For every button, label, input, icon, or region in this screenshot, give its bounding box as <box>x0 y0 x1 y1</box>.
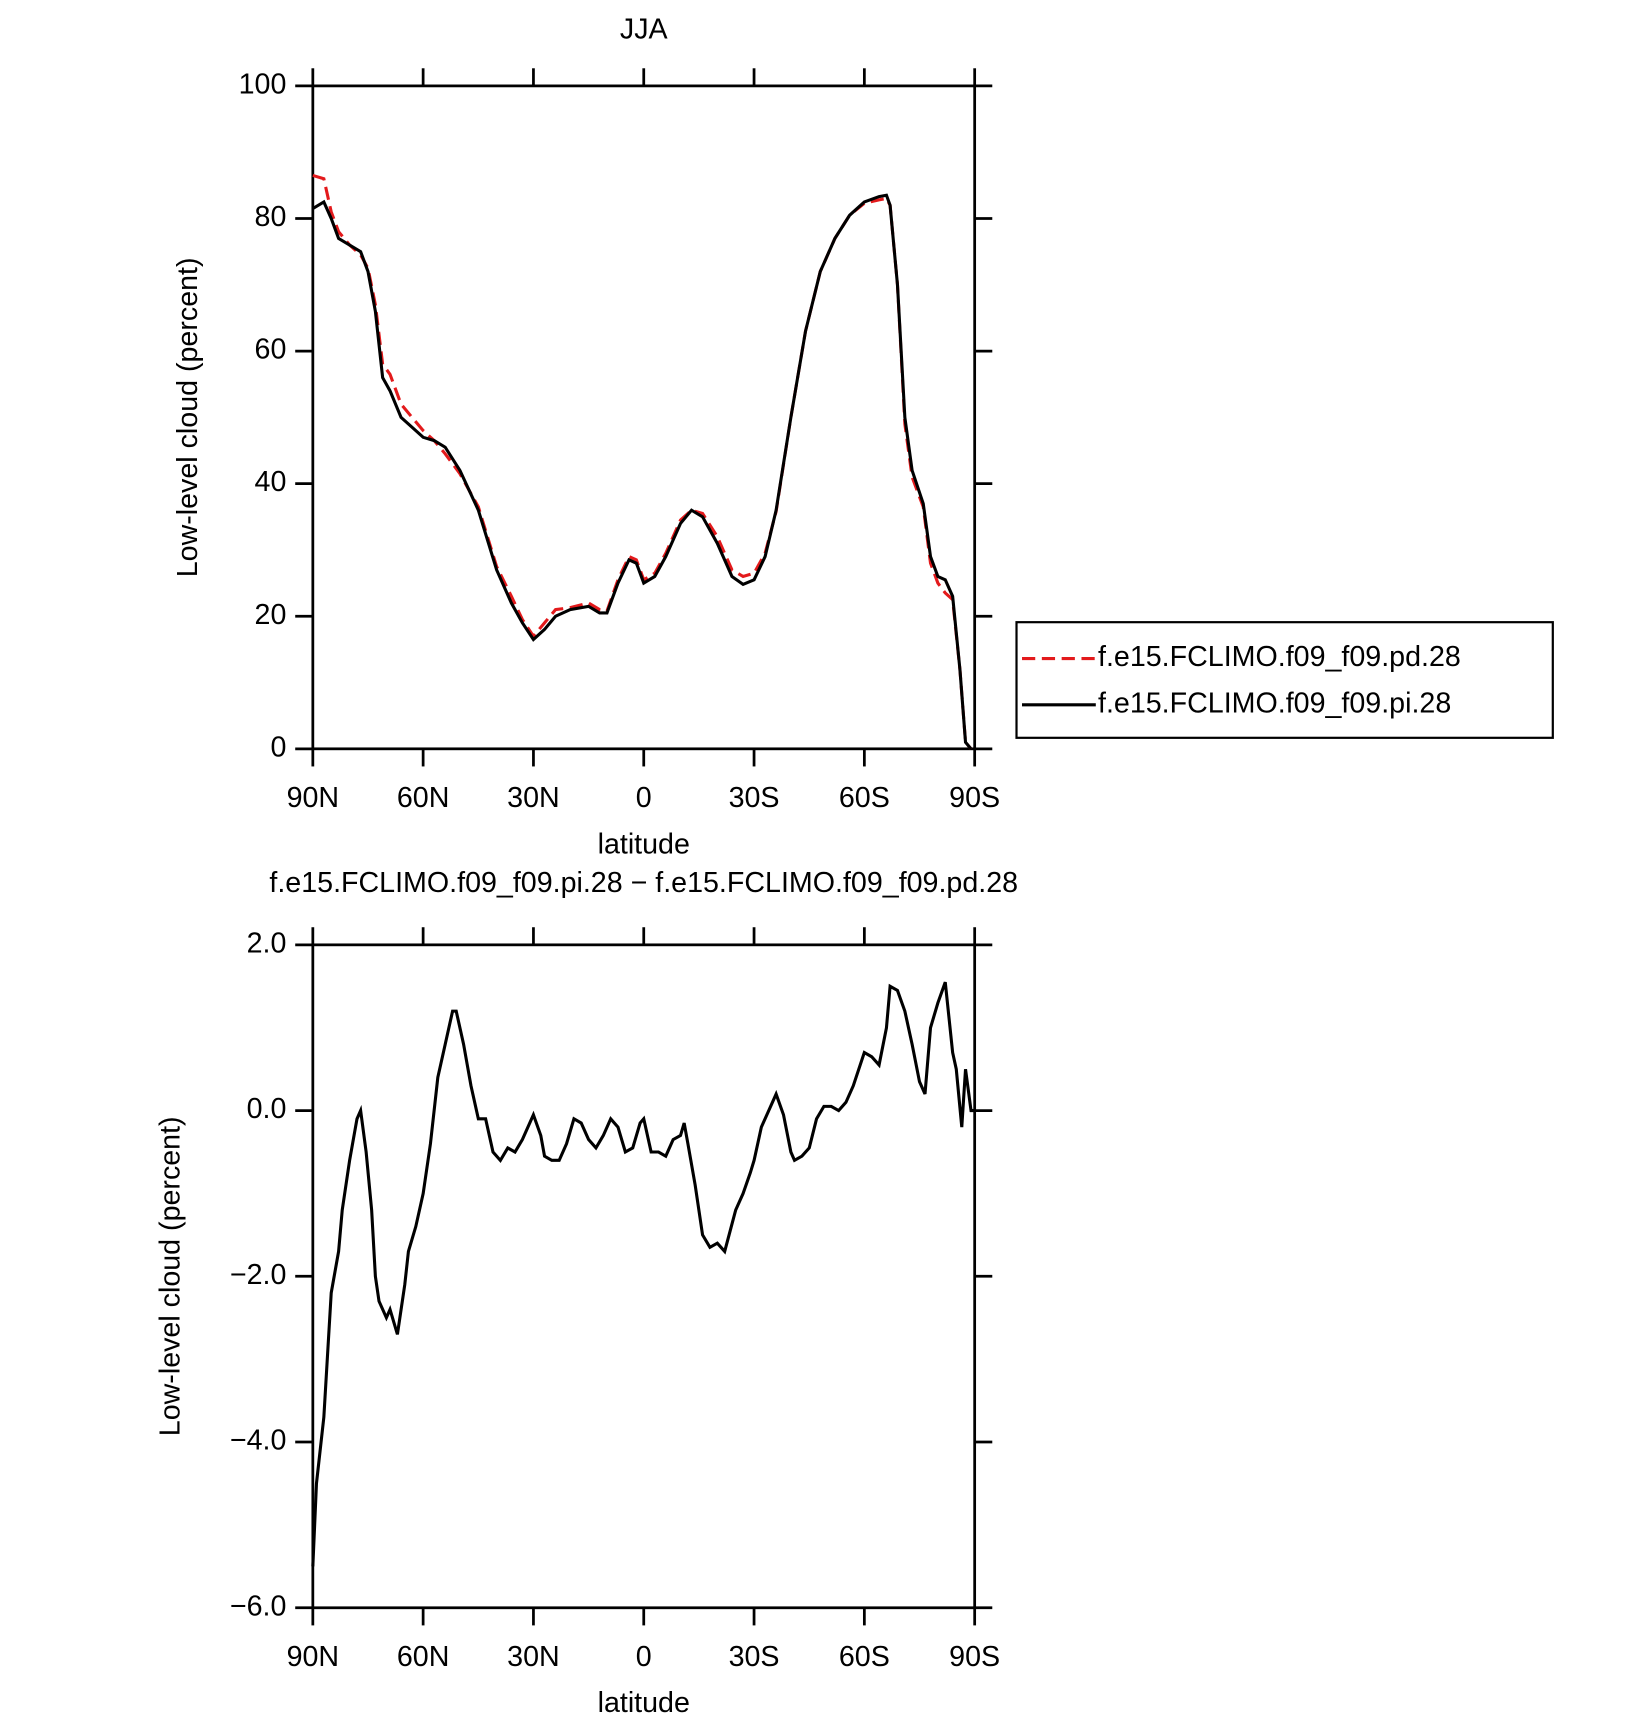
y-axis-label: Low-level cloud (percent) <box>154 1116 186 1436</box>
legend-box <box>1015 621 1554 739</box>
y-tick-label: 60 <box>255 334 287 366</box>
y-tick-label: 80 <box>255 201 287 233</box>
y-tick-label: −2.0 <box>230 1259 287 1291</box>
x-tick-label: 90S <box>949 1641 1000 1673</box>
x-tick-label: 0 <box>636 782 652 814</box>
series-line <box>311 981 975 1567</box>
x-tick-label: 60N <box>397 782 450 814</box>
y-tick-label: 2.0 <box>247 927 287 959</box>
x-tick-label: 30S <box>729 782 780 814</box>
y-tick-label: 100 <box>239 68 287 100</box>
y-tick-label: −4.0 <box>230 1425 287 1457</box>
y-tick-label: 40 <box>255 466 287 498</box>
x-tick-label: 30S <box>729 1641 780 1673</box>
x-tick-label: 0 <box>636 1641 652 1673</box>
chart-title: f.e15.FCLIMO.f09_f09.pi.28 − f.e15.FCLIM… <box>269 867 1018 899</box>
y-tick-label: 20 <box>255 599 287 631</box>
series-line <box>312 193 973 750</box>
y-tick-label: 0 <box>270 731 286 763</box>
y-tick-label: 0.0 <box>247 1093 287 1125</box>
x-tick-label: 60S <box>839 782 890 814</box>
legend: f.e15.FCLIMO.f09_f09.pd.28 f.e15.FCLIMO.f… <box>1015 621 1554 739</box>
plot-frame <box>311 943 977 1610</box>
plot-frame <box>311 84 977 751</box>
x-tick-label: 90N <box>287 1641 340 1673</box>
x-tick-label: 30N <box>507 782 560 814</box>
series-line <box>312 173 973 750</box>
x-axis-label: latitude <box>598 1687 690 1719</box>
x-tick-label: 90S <box>949 782 1000 814</box>
y-axis-label: Low-level cloud (percent) <box>172 257 204 577</box>
legend-label: f.e15.FCLIMO.f09_f09.pd.28 <box>1098 641 1461 673</box>
y-tick-label: −6.0 <box>230 1590 287 1622</box>
chart-title: JJA <box>620 13 669 45</box>
x-tick-label: 30N <box>507 1641 560 1673</box>
x-tick-label: 60S <box>839 1641 890 1673</box>
legend-label: f.e15.FCLIMO.f09_f09.pi.28 <box>1098 687 1451 719</box>
x-axis-label: latitude <box>598 828 690 860</box>
x-tick-label: 90N <box>287 782 340 814</box>
x-tick-label: 60N <box>397 1641 450 1673</box>
